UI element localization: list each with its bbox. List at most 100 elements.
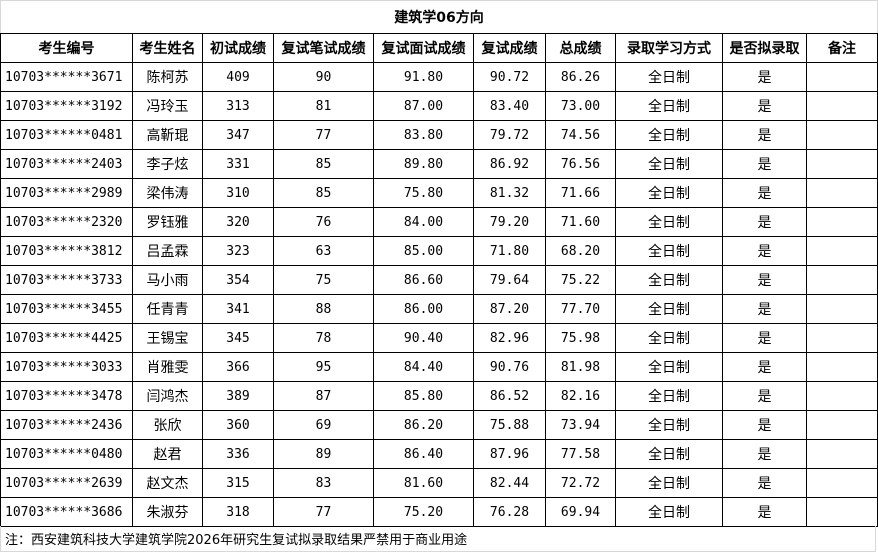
- cell-written-score: 81: [273, 91, 374, 121]
- cell-total-score: 68.20: [545, 236, 616, 266]
- cell-initial-score: 366: [202, 352, 274, 382]
- cell-admitted: 是: [722, 381, 807, 411]
- cell-admitted: 是: [722, 178, 807, 208]
- table-row: 10703******3686 朱淑芬 318 77 75.20 76.28 69.94 全日…: [0, 497, 878, 527]
- cell-candidate-id: 10703******2639: [0, 468, 133, 498]
- cell-candidate-name: 张欣: [132, 410, 203, 440]
- cell-initial-score: 389: [202, 381, 274, 411]
- cell-candidate-name: 赵文杰: [132, 468, 203, 498]
- cell-total-score: 75.98: [545, 323, 616, 353]
- cell-remarks: [806, 323, 878, 353]
- cell-remarks: [806, 91, 878, 121]
- cell-total-score: 81.98: [545, 352, 616, 382]
- cell-interview-score: 85.00: [373, 236, 474, 266]
- footer-note: 注：西安建筑科技大学建筑学院2026年研究生复试拟录取结果严禁用于商业用途: [0, 526, 876, 552]
- cell-total-score: 71.60: [545, 207, 616, 237]
- cell-admitted: 是: [722, 236, 807, 266]
- cell-retest-score: 79.20: [473, 207, 546, 237]
- cell-total-score: 72.72: [545, 468, 616, 498]
- cell-admitted: 是: [722, 149, 807, 179]
- cell-candidate-name: 冯玲玉: [132, 91, 203, 121]
- cell-remarks: [806, 410, 878, 440]
- cell-study-mode: 全日制: [615, 439, 723, 469]
- cell-interview-score: 75.80: [373, 178, 474, 208]
- cell-candidate-name: 罗钰雅: [132, 207, 203, 237]
- cell-written-score: 69: [273, 410, 374, 440]
- table-row: 10703******3812 吕孟霖 323 63 85.00 71.80 68.20 全日…: [0, 236, 878, 266]
- cell-total-score: 69.94: [545, 497, 616, 527]
- cell-written-score: 76: [273, 207, 374, 237]
- cell-admitted: 是: [722, 468, 807, 498]
- cell-total-score: 73.00: [545, 91, 616, 121]
- cell-remarks: [806, 120, 878, 150]
- table-row: 10703******4425 王锡宝 345 78 90.40 82.96 75.98 全日…: [0, 323, 878, 353]
- cell-candidate-name: 梁伟涛: [132, 178, 203, 208]
- table-row: 10703******3671 陈柯苏 409 90 91.80 90.72 86.26 全日…: [0, 62, 878, 92]
- cell-written-score: 77: [273, 497, 374, 527]
- cell-retest-score: 82.96: [473, 323, 546, 353]
- cell-written-score: 88: [273, 294, 374, 324]
- cell-initial-score: 331: [202, 149, 274, 179]
- cell-candidate-name: 陈柯苏: [132, 62, 203, 92]
- cell-written-score: 95: [273, 352, 374, 382]
- column-header-written-score: 复试笔试成绩: [273, 33, 374, 63]
- cell-study-mode: 全日制: [615, 265, 723, 295]
- cell-study-mode: 全日制: [615, 294, 723, 324]
- cell-remarks: [806, 236, 878, 266]
- cell-study-mode: 全日制: [615, 497, 723, 527]
- cell-total-score: 77.58: [545, 439, 616, 469]
- cell-written-score: 63: [273, 236, 374, 266]
- column-header-interview-score: 复试面试成绩: [373, 33, 474, 63]
- column-header-study-mode: 录取学习方式: [615, 33, 723, 63]
- cell-study-mode: 全日制: [615, 62, 723, 92]
- cell-initial-score: 336: [202, 439, 274, 469]
- cell-retest-score: 75.88: [473, 410, 546, 440]
- cell-candidate-id: 10703******0480: [0, 439, 133, 469]
- cell-candidate-name: 任青青: [132, 294, 203, 324]
- cell-written-score: 83: [273, 468, 374, 498]
- cell-retest-score: 79.72: [473, 120, 546, 150]
- admission-table: 考生编号 考生姓名 初试成绩 复试笔试成绩 复试面试成绩 复试成绩 总成绩 录取学习方式 是否拟…: [0, 33, 878, 527]
- cell-candidate-name: 赵君: [132, 439, 203, 469]
- cell-admitted: 是: [722, 91, 807, 121]
- cell-candidate-name: 王锡宝: [132, 323, 203, 353]
- cell-total-score: 77.70: [545, 294, 616, 324]
- cell-candidate-id: 10703******3455: [0, 294, 133, 324]
- cell-interview-score: 86.60: [373, 265, 474, 295]
- cell-study-mode: 全日制: [615, 352, 723, 382]
- cell-remarks: [806, 149, 878, 179]
- column-header-admitted: 是否拟录取: [722, 33, 807, 63]
- cell-study-mode: 全日制: [615, 149, 723, 179]
- table-row: 10703******3733 马小雨 354 75 86.60 79.64 75.22 全日…: [0, 265, 878, 295]
- cell-retest-score: 86.52: [473, 381, 546, 411]
- cell-written-score: 77: [273, 120, 374, 150]
- cell-retest-score: 81.32: [473, 178, 546, 208]
- header-row: 考生编号 考生姓名 初试成绩 复试笔试成绩 复试面试成绩 复试成绩 总成绩 录取学习方式 是否拟…: [0, 33, 878, 63]
- column-header-remarks: 备注: [806, 33, 878, 63]
- cell-admitted: 是: [722, 265, 807, 295]
- cell-retest-score: 79.64: [473, 265, 546, 295]
- cell-study-mode: 全日制: [615, 236, 723, 266]
- table-row: 10703******3455 任青青 341 88 86.00 87.20 77.70 全日…: [0, 294, 878, 324]
- cell-total-score: 74.56: [545, 120, 616, 150]
- cell-retest-score: 86.92: [473, 149, 546, 179]
- cell-initial-score: 323: [202, 236, 274, 266]
- cell-admitted: 是: [722, 62, 807, 92]
- cell-interview-score: 91.80: [373, 62, 474, 92]
- cell-interview-score: 83.80: [373, 120, 474, 150]
- cell-retest-score: 90.72: [473, 62, 546, 92]
- table-row: 10703******2436 张欣 360 69 86.20 75.88 73.94 全日制…: [0, 410, 878, 440]
- cell-candidate-name: 闫鸿杰: [132, 381, 203, 411]
- cell-interview-score: 89.80: [373, 149, 474, 179]
- table-title: 建筑学06方向: [0, 0, 878, 33]
- cell-candidate-name: 吕孟霖: [132, 236, 203, 266]
- cell-remarks: [806, 265, 878, 295]
- cell-total-score: 75.22: [545, 265, 616, 295]
- table-row: 10703******0481 高靳琨 347 77 83.80 79.72 74.56 全日…: [0, 120, 878, 150]
- cell-interview-score: 86.40: [373, 439, 474, 469]
- cell-admitted: 是: [722, 410, 807, 440]
- cell-interview-score: 86.20: [373, 410, 474, 440]
- cell-candidate-id: 10703******3033: [0, 352, 133, 382]
- cell-candidate-id: 10703******4425: [0, 323, 133, 353]
